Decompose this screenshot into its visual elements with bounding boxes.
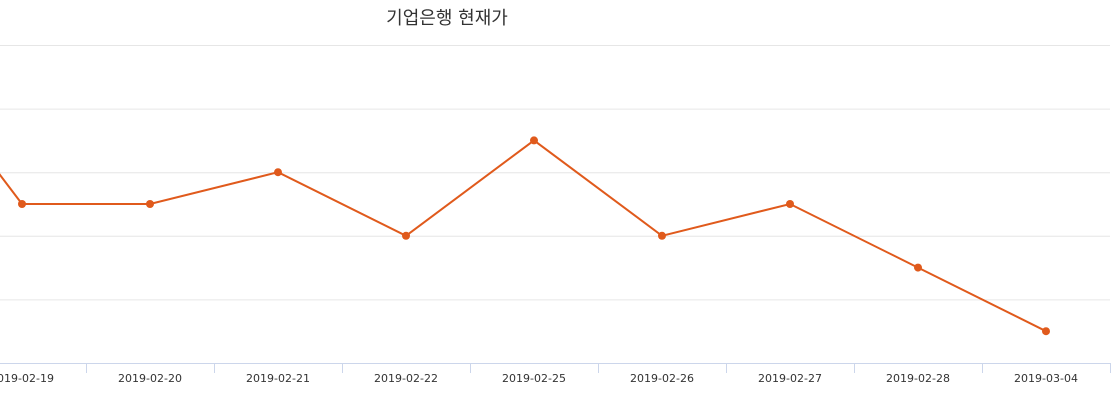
- data-point: [274, 168, 282, 177]
- data-point: [658, 231, 666, 240]
- data-point: [402, 231, 410, 240]
- x-tick-label: 2019-02-28: [886, 372, 950, 385]
- x-tick-label: 2019-02-27: [758, 372, 822, 385]
- x-tick-label: 2019-02-20: [118, 372, 182, 385]
- x-tick-label: 2019-02-26: [630, 372, 694, 385]
- data-point: [1042, 327, 1050, 336]
- series-line: [0, 139, 1047, 333]
- data-point: [786, 200, 794, 208]
- x-tick-label: 2019-02-25: [502, 372, 566, 385]
- data-point: [146, 200, 154, 208]
- data-point: [914, 263, 922, 272]
- chart-title: 기업은행 현재가: [386, 8, 508, 29]
- x-tick-label: 2019-02-19: [0, 372, 54, 385]
- data-point: [530, 136, 538, 145]
- x-tick-label: 2019-02-22: [374, 372, 438, 385]
- x-tick-label: 2019-03-04: [1014, 372, 1078, 385]
- x-tick-label: 2019-02-21: [246, 372, 310, 385]
- data-point: [18, 200, 26, 208]
